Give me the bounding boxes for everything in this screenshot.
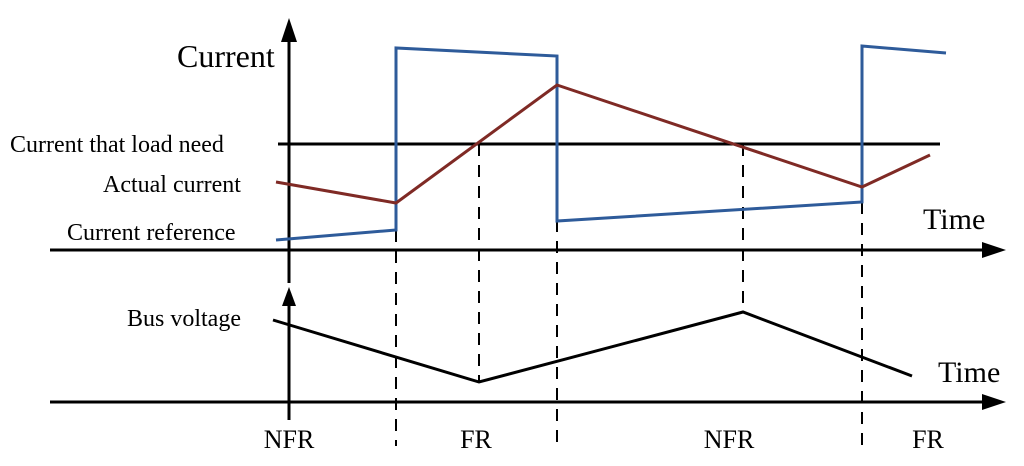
time-axis-top-arrow-icon [982,242,1006,258]
load-need-label: Current that load need [10,132,224,158]
bus-voltage-axis-arrow-icon [282,287,296,306]
time-axis-top-label: Time [923,203,985,236]
region-label-fr-2: FR [912,425,944,454]
region-label-nfr-1: NFR [264,425,315,454]
current-reference-curve [275,44,947,242]
current-axis-label: Current [177,38,275,74]
current-axis-arrow-icon [281,18,297,42]
time-axis-bottom-label: Time [938,356,1000,389]
region-label-fr-1: FR [460,425,492,454]
bus-voltage-label: Bus voltage [127,306,241,332]
current-reference-label: Current reference [67,220,236,246]
region-label-nfr-2: NFR [704,425,755,454]
time-axis-bottom-arrow-icon [982,394,1006,410]
bus-voltage-curve [272,310,913,384]
actual-current-curve [275,83,931,205]
actual-current-label: Actual current [103,172,241,198]
